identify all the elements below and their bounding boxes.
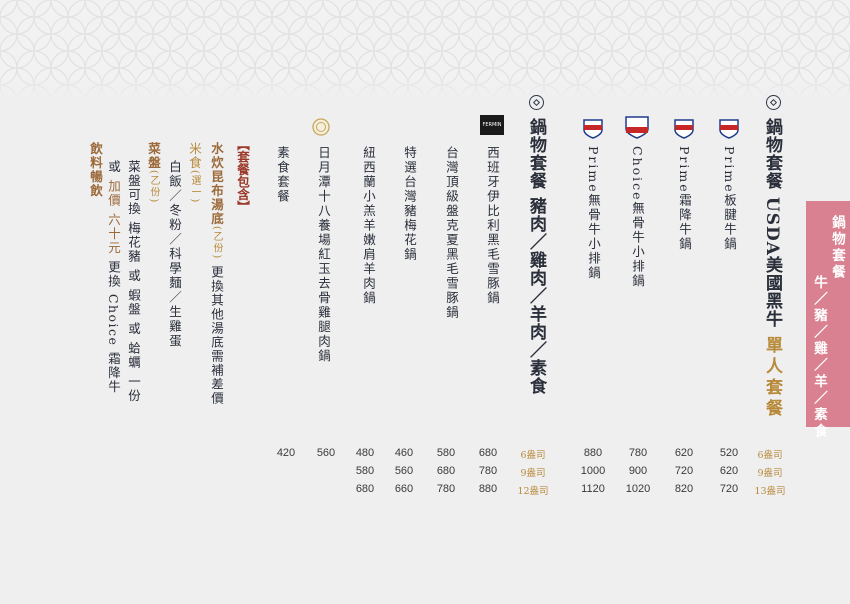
price: 420 bbox=[276, 447, 296, 459]
header-pattern bbox=[0, 0, 850, 100]
section-icon bbox=[766, 95, 781, 110]
usda-prime-icon bbox=[583, 119, 603, 139]
usda-prime-icon bbox=[719, 119, 739, 139]
other-item-2: 台灣頂級盤克夏黑毛雪豚鍋 bbox=[444, 146, 459, 320]
rice-options: 白飯／冬粉／科學麵／生雞蛋 bbox=[167, 160, 182, 349]
price: 780 bbox=[436, 483, 456, 495]
side-tab: 鍋物套餐 牛／豬／雞／羊／素食 bbox=[806, 201, 850, 440]
price: 580 bbox=[436, 447, 456, 459]
rice-label: 米食 bbox=[187, 142, 202, 170]
broth-label: 水炊昆布湯底 bbox=[209, 142, 224, 226]
rice-note: (選一) bbox=[189, 170, 200, 204]
price: 780 bbox=[628, 447, 648, 459]
price: 560 bbox=[394, 465, 414, 477]
beef-heading: 鍋物套餐 USDA美國黑牛單人套餐 bbox=[760, 118, 785, 420]
set-veg-label: 菜盤(乙份) bbox=[144, 142, 163, 204]
beef-heading-main: 鍋物套餐 USDA美國黑牛 bbox=[762, 118, 782, 328]
beef-item-1: Prime板腱牛鍋 bbox=[722, 146, 737, 252]
oz-label: 9盎司 bbox=[757, 468, 783, 479]
set-broth: 水炊昆布湯底(乙份) 更換其他湯底需補差價 bbox=[207, 142, 226, 405]
other-heading: 鍋物套餐 豬肉／雞肉／羊肉／素食 bbox=[526, 118, 546, 395]
other-item-4: 紐西蘭小羔羊嫩肩羊肉鍋 bbox=[361, 146, 376, 306]
broth-rest: 更換其他湯底需補差價 bbox=[209, 259, 224, 406]
price: 1020 bbox=[625, 483, 651, 495]
price: 720 bbox=[719, 483, 739, 495]
price: 720 bbox=[674, 465, 694, 477]
price: 560 bbox=[316, 447, 336, 459]
price: 660 bbox=[394, 483, 414, 495]
price: 620 bbox=[719, 465, 739, 477]
price: 780 bbox=[478, 465, 498, 477]
side-tab-line2: 牛／豬／雞／羊／素食 bbox=[811, 275, 827, 440]
broth-note: (乙份) bbox=[211, 226, 222, 260]
oz-label: 9盎司 bbox=[520, 468, 546, 479]
veg-line1: 菜盤可換 梅花豬 或 蝦盤 或 蛤蠣 一份 bbox=[126, 160, 141, 403]
price: 900 bbox=[628, 465, 648, 477]
other-item-6: 素食套餐 bbox=[275, 146, 290, 204]
veg-note: (乙份) bbox=[148, 170, 159, 204]
price: 820 bbox=[674, 483, 694, 495]
price: 680 bbox=[436, 465, 456, 477]
oz-label: 6盎司 bbox=[520, 450, 546, 461]
price: 1120 bbox=[581, 483, 605, 495]
beef-item-2: Prime霜降牛鍋 bbox=[677, 146, 692, 252]
fermin-logo-icon: FERMIN bbox=[480, 115, 504, 135]
other-item-3: 特選台灣豬梅花鍋 bbox=[402, 146, 417, 262]
veg-line2-c: 更換 Choice 霜降牛 bbox=[106, 254, 121, 394]
oz-label: 13盎司 bbox=[754, 486, 786, 497]
set-rice-label: 米食(選一) bbox=[185, 142, 204, 204]
price: 880 bbox=[583, 447, 603, 459]
beef-item-4: Prime無骨牛小排鍋 bbox=[586, 146, 601, 281]
usda-prime-icon bbox=[674, 119, 694, 139]
drink-label: 飲料暢飲 bbox=[88, 142, 103, 198]
other-item-1: 西班牙伊比利黑毛雪豚鍋 bbox=[485, 146, 500, 306]
oz-label: 12盎司 bbox=[517, 486, 549, 497]
beef-heading-single: 單人套餐 bbox=[762, 335, 782, 420]
sun-moon-logo-icon bbox=[312, 118, 330, 136]
oz-label: 6盎司 bbox=[757, 450, 783, 461]
other-item-5: 日月潭十八養場紅玉去骨雞腿肉鍋 bbox=[316, 146, 331, 364]
veg-line2: 或 加價 六十元 更換 Choice 霜降牛 bbox=[104, 160, 123, 394]
beef-item-3: Choice無骨牛小排鍋 bbox=[630, 146, 645, 289]
veg-line2-b: 加價 六十元 bbox=[106, 179, 121, 255]
price: 680 bbox=[478, 447, 498, 459]
price: 480 bbox=[355, 447, 375, 459]
price: 460 bbox=[394, 447, 414, 459]
usda-choice-icon bbox=[625, 116, 649, 139]
price: 880 bbox=[478, 483, 498, 495]
veg-line2-a: 或 bbox=[106, 160, 121, 180]
price: 620 bbox=[674, 447, 694, 459]
price: 1000 bbox=[580, 465, 606, 477]
section-icon bbox=[529, 95, 544, 110]
price: 580 bbox=[355, 465, 375, 477]
veg-label: 菜盤 bbox=[146, 142, 161, 170]
side-tab-line1: 鍋物套餐 bbox=[829, 215, 845, 281]
price: 520 bbox=[719, 447, 739, 459]
price: 680 bbox=[355, 483, 375, 495]
set-title: 【套餐包含】 bbox=[235, 138, 250, 213]
